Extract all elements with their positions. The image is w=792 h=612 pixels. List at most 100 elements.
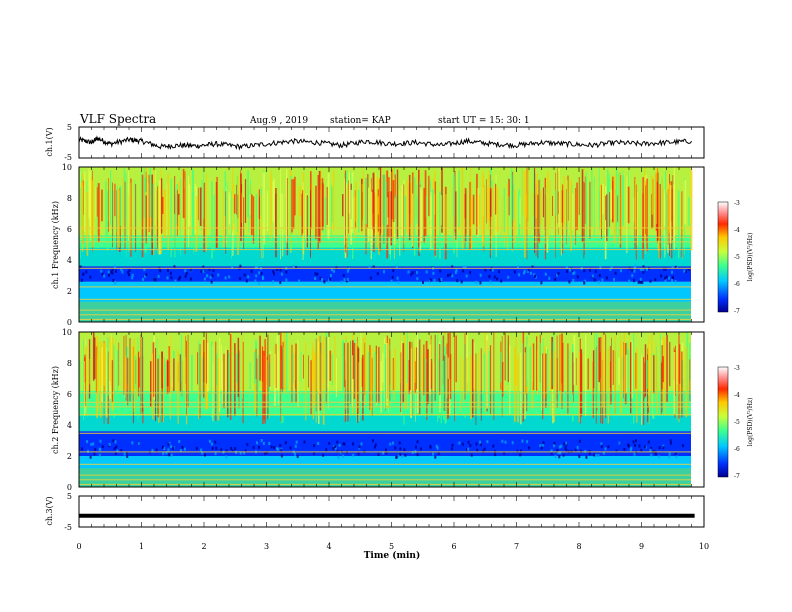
spectrogram-streak	[295, 343, 297, 403]
spectrogram-streak	[678, 344, 681, 384]
spectrogram-band	[79, 415, 691, 432]
spectrogram-streak	[211, 341, 213, 418]
spectrogram-speckle	[144, 274, 147, 278]
spectrogram-speckle	[464, 265, 467, 269]
spectrogram-streak	[508, 196, 510, 215]
spectrogram-speckle	[376, 272, 379, 276]
spectrogram-speckle	[479, 281, 482, 285]
spectrogram-streak	[572, 193, 574, 230]
spectrogram-streak	[439, 191, 441, 259]
spectrogram-speckle	[496, 277, 499, 281]
spectrogram-streak	[524, 171, 526, 258]
spectrogram-streak	[331, 186, 333, 223]
spectrogram-streak	[478, 352, 480, 410]
spectrogram-speckle	[179, 275, 181, 279]
spectrogram-streak	[421, 354, 423, 405]
spectrogram-speckle	[252, 445, 255, 449]
spectrogram-streak	[83, 180, 84, 215]
spectrogram-speckle	[385, 451, 388, 455]
spectrogram-speckle	[668, 455, 671, 459]
spectrogram-streak	[669, 185, 672, 244]
spectrogram-streak	[220, 344, 223, 390]
spectrogram-streak	[286, 169, 288, 241]
spectrogram-speckle	[250, 270, 253, 273]
spectrogram-streak	[446, 354, 448, 399]
spectrogram-speckle	[642, 265, 645, 269]
spectrogram-speckle	[589, 268, 591, 272]
spectrogram-speckle	[215, 446, 218, 450]
spectrogram-streak	[88, 168, 90, 219]
spectrogram-speckle	[224, 276, 227, 280]
spectrogram-streak	[132, 346, 134, 393]
narrowband-line	[79, 432, 691, 434]
spectrogram-streak	[267, 334, 269, 419]
spectrogram-streak	[203, 182, 206, 253]
spectrogram-speckle	[127, 270, 130, 274]
spectrogram-speckle	[663, 267, 666, 271]
spectrogram-speckle	[415, 445, 417, 449]
spectrogram-streak	[610, 189, 613, 220]
spectrogram-streak	[651, 333, 653, 404]
spectrogram-streak	[216, 354, 218, 385]
spectrogram-streak	[197, 187, 199, 221]
spectrogram-streak	[370, 354, 372, 416]
spectrogram-speckle	[185, 271, 188, 275]
spectrogram-streak	[452, 185, 454, 241]
spectrogram-streak	[434, 181, 436, 256]
spectrogram-streak	[83, 340, 84, 421]
spectrogram-streak	[163, 190, 165, 232]
spectrogram-streak	[249, 362, 251, 390]
spectrogram-speckle	[280, 272, 283, 276]
x-tick-label: 1	[139, 542, 144, 551]
spectrogram-streak	[224, 171, 226, 216]
spectrogram-speckle	[323, 280, 326, 284]
spectrogram-streak	[646, 360, 648, 390]
spectrogram-speckle	[565, 443, 568, 447]
spectrogram-streak	[177, 350, 179, 424]
spectrogram-streak	[158, 180, 161, 255]
spectrogram-speckle	[189, 268, 192, 272]
spectrogram-streak	[106, 346, 108, 379]
spectrogram-streak	[430, 192, 432, 220]
spectrogram-speckle	[210, 442, 213, 446]
narrowband-line	[79, 463, 691, 465]
spectrogram-speckle	[214, 452, 217, 456]
spectrogram-speckle	[170, 445, 173, 449]
spectrogram-speckle	[203, 269, 206, 273]
spectrogram-streak	[154, 169, 156, 226]
spectrogram-speckle	[81, 447, 83, 451]
ch2-freq-tick-6: 6	[67, 390, 72, 399]
spectrogram-streak	[402, 343, 405, 403]
spectrogram-speckle	[588, 452, 591, 456]
spectrogram-speckle	[628, 279, 631, 283]
spectrogram-speckle	[295, 440, 298, 444]
spectrogram-streak	[561, 182, 562, 256]
spectrogram-speckle	[391, 275, 394, 279]
spectrogram-speckle	[234, 447, 237, 451]
spectrogram-streak	[86, 192, 89, 256]
spectrogram-speckle	[294, 444, 297, 448]
spectrogram-streak	[627, 186, 630, 224]
spectrogram-speckle	[540, 281, 543, 285]
spectrogram-streak	[360, 332, 362, 403]
spectrogram-streak	[247, 170, 249, 217]
spectrogram-speckle	[173, 265, 176, 269]
spectrogram-speckle	[385, 448, 387, 452]
spectrogram-speckle	[642, 270, 645, 274]
spectrogram-streak	[592, 361, 594, 419]
spectrogram-speckle	[578, 454, 581, 458]
spectrogram-speckle	[373, 445, 376, 449]
spectrogram-streak	[228, 192, 231, 225]
spectrogram-speckle	[576, 275, 579, 279]
spectrogram-speckle	[526, 440, 529, 444]
spectrogram-speckle	[184, 274, 187, 278]
spectrogram-streak	[261, 195, 262, 259]
spectrogram-speckle	[334, 446, 337, 450]
spectrogram-speckle	[475, 442, 478, 446]
spectrogram-streak	[625, 354, 628, 394]
spectrogram-streak	[657, 168, 659, 238]
spectrogram-streak	[486, 335, 489, 409]
spectrogram-streak	[100, 341, 102, 418]
spectrogram-speckle	[544, 272, 547, 276]
spectrogram-streak	[539, 177, 541, 235]
